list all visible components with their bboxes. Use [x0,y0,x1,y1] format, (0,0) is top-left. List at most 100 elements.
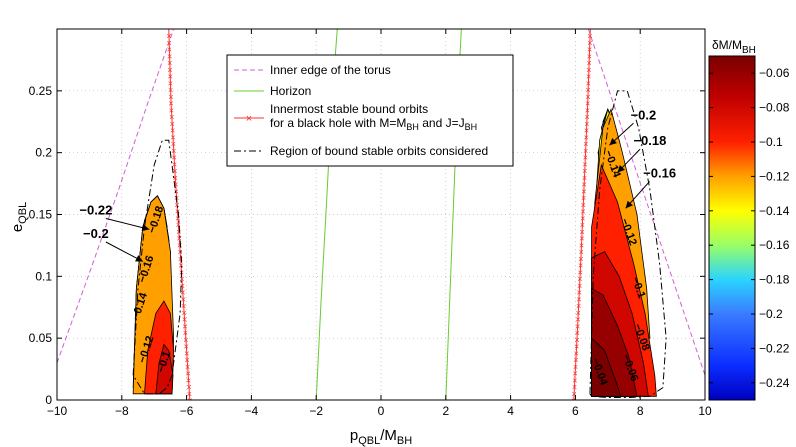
annotation-label: −0.2 [631,107,657,122]
y-tick-label: 0 [45,393,52,407]
isco-marker: × [580,213,585,223]
isco-marker: × [577,288,582,298]
isco-marker: × [574,342,579,352]
isco-marker: × [575,315,580,325]
isco-marker: × [182,315,187,325]
isco-marker: × [573,355,578,365]
isco-marker: × [578,267,583,277]
isco-marker: × [175,213,180,223]
x-label-mid: /M [380,427,397,444]
isco-marker: × [169,105,174,115]
isco-marker: × [583,153,588,163]
isco-marker: × [574,348,579,358]
y-axis-ticks: 0 0.05 0.1 0.15 0.2 0.25 [29,84,705,407]
isco-marker: × [170,126,175,136]
isco-marker: × [170,119,175,129]
y-tick-label: 0.2 [35,146,52,160]
isco-marker: × [583,139,588,149]
series-line [573,29,591,400]
annotation-label: −0.22 [79,203,112,218]
isco-marker: × [176,227,181,237]
x-axis-ticks: −10 −8 −6 −4 −2 0 2 4 6 8 10 [47,29,712,418]
y-label-main: e [9,224,26,232]
isco-marker: × [171,153,176,163]
isco-marker: × [578,261,583,271]
x-tick-label: −8 [115,404,129,418]
colorbar-tick-label: −0.16 [759,238,790,252]
x-tick-label: −2 [309,404,323,418]
isco-marker: × [584,119,589,129]
x-label-sub: QBL [358,435,380,447]
isco-marker: × [167,65,172,75]
legend-label-isco-2: for a black hole with M=MBH and J=JBH [270,116,477,132]
colorbar-ticks: −0.06 −0.08 −0.1 −0.12 −0.14 −0.16 −0.18 −0.2 −0… [709,66,790,390]
colorbar-tick-label: −0.22 [759,341,790,355]
isco-marker: × [576,301,581,311]
isco-marker: × [175,207,180,217]
isco-marker: × [581,200,586,210]
isco-marker: × [177,240,182,250]
isco-marker: × [582,159,587,169]
isco-marker: × [168,92,173,102]
x-tick-label: −10 [47,404,68,418]
isco-marker: × [186,375,191,385]
legend-isco-part1: for a black hole with M=M [270,116,406,130]
isco-marker: × [184,348,189,358]
isco-marker: × [586,85,591,95]
colorbar-tick-label: −0.18 [759,273,790,287]
isco-marker: × [587,31,592,41]
legend-label-isco: Innermost stable bound orbits [270,102,428,116]
legend-swatch-isco-marker: × [246,113,252,125]
isco-marker: × [587,45,592,55]
isco-marker: × [585,92,590,102]
annotation-arrowhead [609,137,617,146]
isco-marker: × [579,234,584,244]
isco-marker: × [581,193,586,203]
isco-marker: × [168,99,173,109]
isco-marker: × [576,308,581,318]
isco-marker: × [579,247,584,257]
x-tick-label: −4 [245,404,259,418]
colorbar-label-main: δM/M [712,38,742,52]
isco-marker: × [170,132,175,142]
isco-marker: × [584,112,589,122]
isco-marker: × [575,321,580,331]
contour-band-left [155,343,174,395]
colorbar-tick-label: −0.2 [759,307,783,321]
isco-marker: × [585,99,590,109]
isco-marker: × [166,31,171,41]
isco-marker: × [584,126,589,136]
isco-marker: × [587,51,592,61]
series-line [589,90,667,399]
isco-marker: × [185,369,190,379]
isco-marker: × [173,173,178,183]
isco-marker: × [582,173,587,183]
isco-marker: × [168,72,173,82]
isco-marker: × [582,166,587,176]
annotation-arrowhead [625,200,633,209]
legend-label-horizon: Horizon [270,84,311,98]
isco-marker: × [185,362,190,372]
isco-marker: × [185,355,190,365]
isco-marker: × [169,112,174,122]
isco-marker: × [180,281,185,291]
colorbar-tick-label: −0.12 [759,169,790,183]
isco-marker: × [580,220,585,230]
legend-box [226,54,514,167]
isco-marker: × [572,382,577,392]
y-tick-label: 0.05 [29,331,53,345]
x-tick-label: 2 [442,404,449,418]
isco-marker: × [181,301,186,311]
isco-marker: × [572,389,577,399]
isco-marker: × [184,342,189,352]
legend-isco-sub1: BH [406,122,419,132]
isco-marker: × [187,389,192,399]
colorbar-label-sub: BH [742,45,756,56]
boundary-lines: ××××××××××××××××××××××××××××××××××××××××… [57,29,705,400]
legend-label-torus: Inner edge of the torus [270,63,391,77]
isco-marker: × [180,288,185,298]
series-line [132,139,183,395]
colorbar: δM/MBH −0.06 −0.08 −0.1 −0.12 −0.14 −0.16 −0.1… [708,38,790,401]
isco-marker: × [572,375,577,385]
y-tick-label: 0.1 [35,269,52,283]
